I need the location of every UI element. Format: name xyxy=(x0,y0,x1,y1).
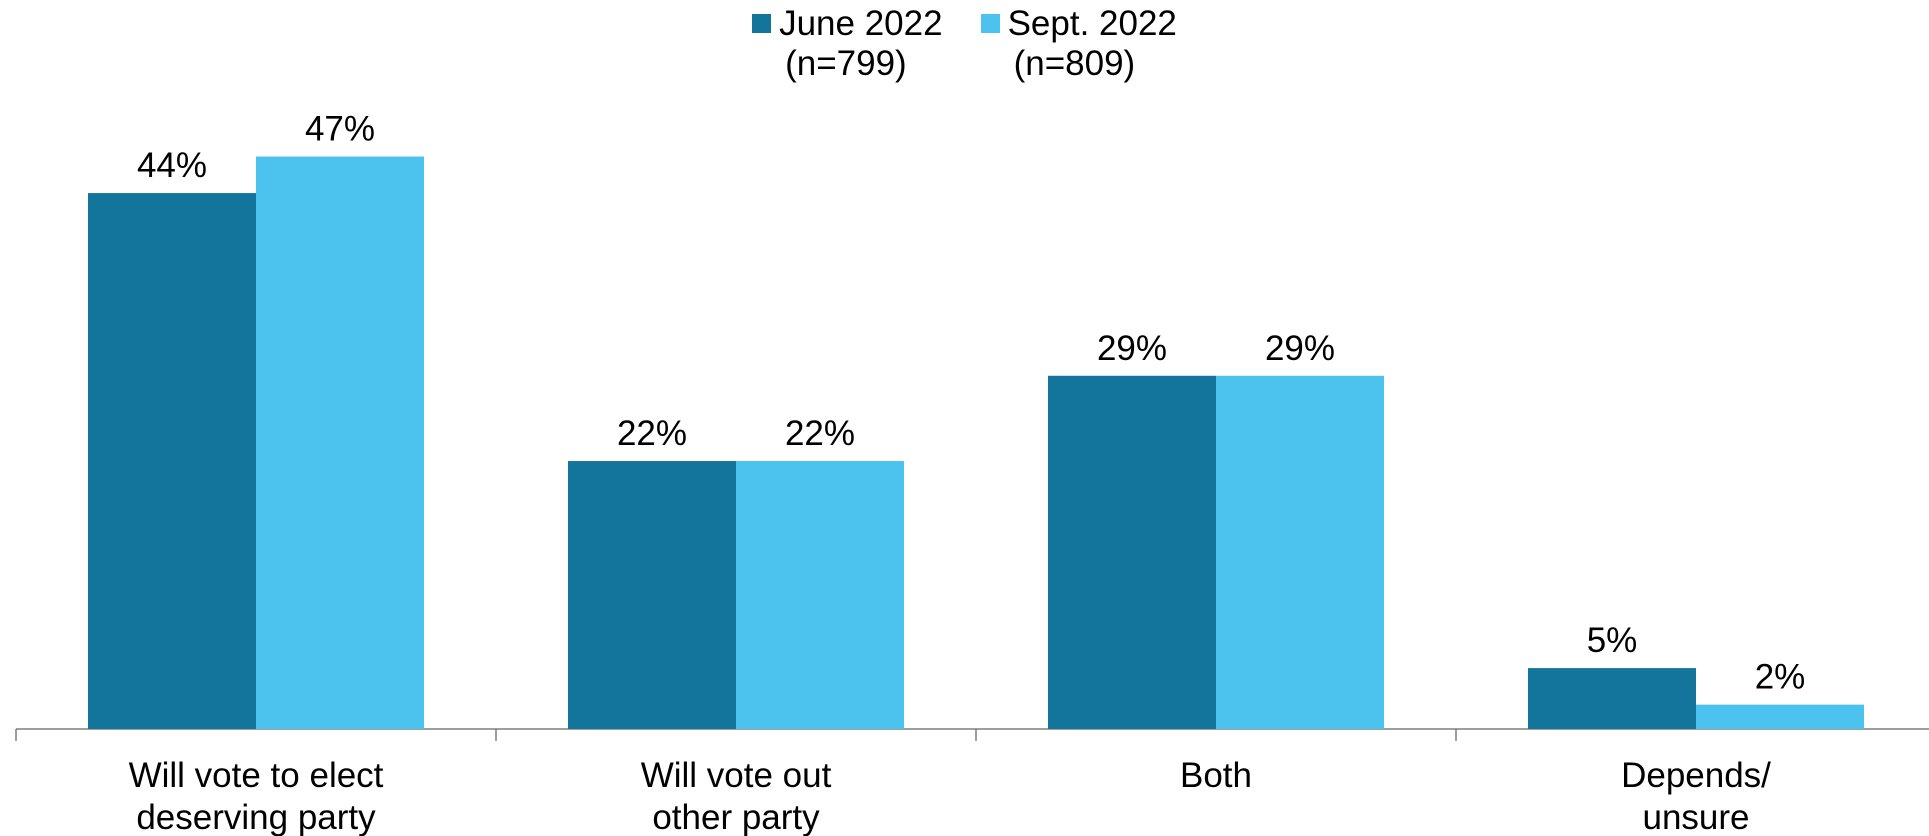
bar-sept-2022 xyxy=(1696,704,1864,729)
data-label: 44% xyxy=(137,146,207,185)
category-label: unsure xyxy=(1642,798,1749,836)
data-label: 22% xyxy=(617,414,687,453)
legend-n-sept-2022: (n=809) xyxy=(1013,44,1136,83)
bar-sept-2022 xyxy=(1216,375,1384,729)
category-label: Will vote out xyxy=(641,756,832,795)
legend-swatch-sept-2022 xyxy=(980,14,1000,33)
bar-june-2022 xyxy=(88,193,256,729)
bar-june-2022 xyxy=(1048,375,1216,729)
category-label: Will vote to elect xyxy=(129,756,384,795)
legend-item-june-2022: June 2022 (n=799) xyxy=(752,4,943,84)
data-label: 5% xyxy=(1587,621,1638,660)
bar-sept-2022 xyxy=(736,461,904,729)
bar-june-2022 xyxy=(1528,668,1696,729)
bar-sept-2022 xyxy=(256,156,424,730)
category-label: Depends/ xyxy=(1621,756,1771,795)
legend-n-june-2022: (n=799) xyxy=(785,44,907,83)
legend-label-sept-2022: Sept. 2022 xyxy=(1007,4,1177,43)
legend-label-june-2022: June 2022 xyxy=(779,4,943,43)
data-label: 2% xyxy=(1755,658,1806,697)
category-label: Both xyxy=(1180,756,1252,795)
category-label: other party xyxy=(652,798,820,836)
data-label: 29% xyxy=(1265,329,1335,368)
category-label: deserving party xyxy=(136,798,376,836)
legend-item-sept-2022: Sept. 2022 (n=809) xyxy=(980,4,1177,84)
legend-swatch-june-2022 xyxy=(752,14,772,33)
data-label: 29% xyxy=(1097,329,1167,368)
legend: June 2022 (n=799) Sept. 2022 (n=809) xyxy=(0,4,1929,84)
bar-june-2022 xyxy=(568,461,736,729)
data-label: 22% xyxy=(785,414,855,453)
data-label: 47% xyxy=(305,110,375,149)
